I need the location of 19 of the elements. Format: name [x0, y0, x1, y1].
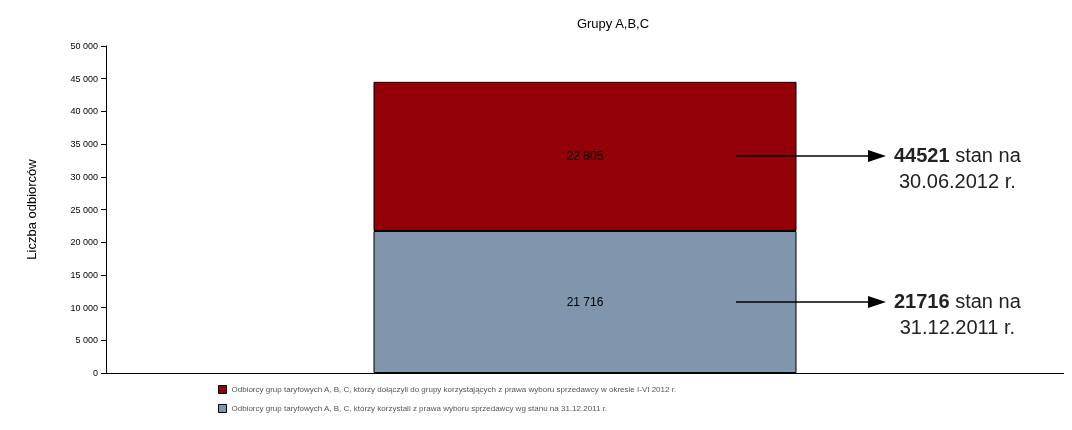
y-tick-label: 30 000 — [70, 171, 98, 182]
y-tick-label: 50 000 — [70, 41, 98, 51]
y-tick-label: 40 000 — [70, 106, 98, 117]
y-axis-title: Liczba odbiorców — [24, 158, 39, 260]
annotation: 21716 stan na 31.12.2011 r. — [894, 289, 1021, 340]
chart-title: Grupy A,B,C — [576, 16, 650, 31]
y-tick-label: 0 — [92, 368, 98, 378]
legend-label: Odbiorcy grup taryfowych A, B, C, którzy dołączyli do grupy korzystających z prawa wyboru sprzedawcy w okresie I-VI 2012 r. — [231, 385, 677, 394]
legend-label: Odbiorcy grup taryfowych A, B, C, którzy korzystali z prawa wyboru sprzedawcy wg stanu na 31.12.2011 r. — [231, 404, 608, 413]
y-tick-label: 45 000 — [70, 73, 98, 84]
y-tick-label: 15 000 — [70, 269, 98, 280]
y-tick-label: 10 000 — [70, 302, 98, 313]
y-tick-label: 35 000 — [70, 139, 98, 150]
y-tick-label: 20 000 — [70, 237, 98, 248]
data-label: 22 805 — [566, 149, 604, 164]
data-label: 21 716 — [566, 294, 604, 309]
annotation: 44521 stan na 30.06.2012 r. — [894, 143, 1021, 195]
y-tick-label: 5 000 — [75, 335, 98, 346]
y-tick-label: 25 000 — [70, 204, 98, 215]
